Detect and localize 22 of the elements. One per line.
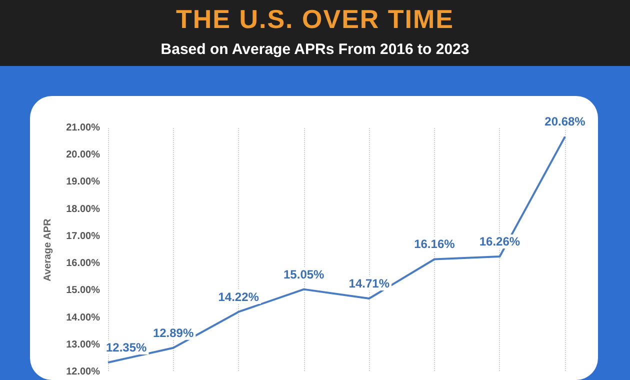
y-tick-label: 17.00% — [66, 230, 100, 242]
chart-subtitle: Based on Average APRs From 2016 to 2023 — [160, 41, 470, 58]
chart-title: THE U.S. OVER TIME — [174, 4, 456, 35]
data-label: 14.22% — [218, 290, 260, 304]
y-tick-label: 21.00% — [66, 122, 100, 134]
y-tick-label: 20.00% — [66, 150, 100, 161]
data-label: 12.89% — [152, 326, 194, 340]
data-label: 20.68% — [544, 114, 586, 129]
y-tick-label: 13.00% — [66, 339, 100, 350]
y-tick-label: 18.00% — [66, 204, 100, 215]
y-axis-title: Average APR — [42, 218, 54, 282]
y-tick-label: 16.00% — [66, 258, 100, 270]
y-tick-label: 14.00% — [66, 312, 100, 324]
data-label: 12.35% — [106, 340, 148, 355]
data-label: 14.71% — [348, 276, 390, 291]
y-tick-label: 19.00% — [66, 176, 100, 188]
line-series — [107, 136, 566, 364]
y-tick-label: 12.00% — [66, 366, 100, 378]
data-label: 16.16% — [414, 237, 456, 252]
data-label: 16.26% — [479, 234, 520, 249]
data-label: 15.05% — [284, 267, 325, 282]
y-tick-label: 15.00% — [66, 285, 100, 296]
